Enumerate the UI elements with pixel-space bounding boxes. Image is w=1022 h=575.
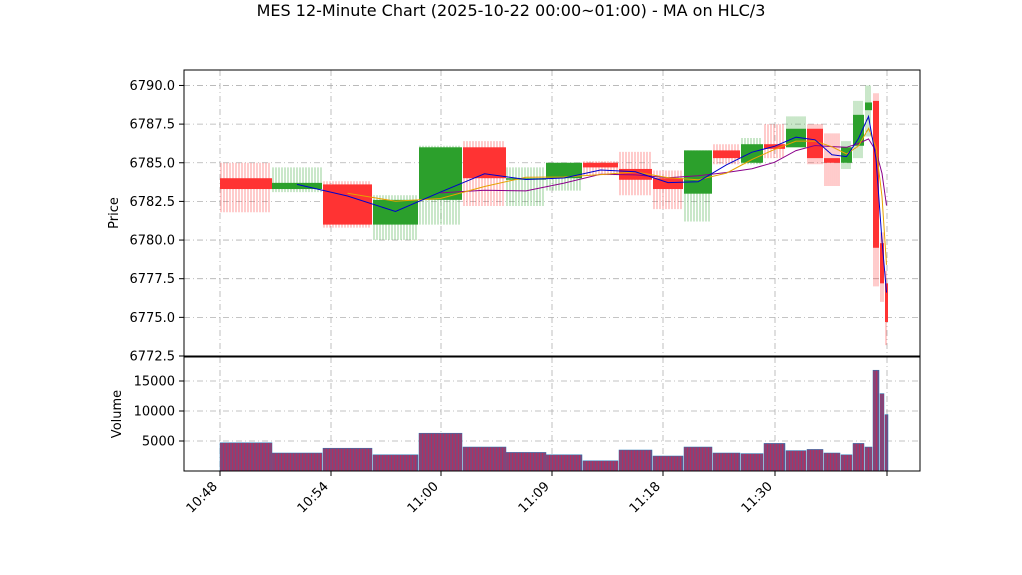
price-candles [220, 85, 888, 346]
price-y-axis-ticks: 6772.5 6775.0 6777.5 6780.0 6782.5 6785.0 6787… [130, 79, 184, 365]
candle-body-down [220, 178, 272, 190]
volume-bar [545, 454, 583, 472]
candle-body-down [824, 158, 840, 163]
volume-tick-label: 10000 [134, 405, 175, 420]
price-tick-label: 6787.5 [130, 118, 176, 133]
x-tick-label: 11:09 [516, 479, 553, 516]
x-tick-label: 11:30 [739, 479, 776, 516]
ma-mid-line [347, 127, 887, 265]
chart-title: MES 12-Minute Chart (2025-10-22 00:00~01… [257, 1, 766, 20]
candle-body-up [272, 182, 322, 190]
volume-bar [763, 443, 786, 472]
volume-axis-label: Volume [110, 390, 125, 438]
candle-body-up [546, 162, 582, 179]
candle-body-down [807, 128, 823, 159]
candle-body-down [885, 283, 888, 322]
candle-body-down [323, 184, 372, 225]
volume-panel: 5000 10000 15000 Volume [110, 356, 921, 472]
price-tick-label: 6780.0 [130, 234, 176, 249]
price-tick-label: 6790.0 [130, 79, 176, 94]
price-plot-frame [183, 69, 921, 357]
candle-body-up [741, 144, 763, 163]
volume-gridlines [184, 357, 920, 471]
candle-body-down [619, 168, 652, 180]
price-tick-label: 6777.5 [130, 272, 176, 287]
volume-tick-label: 15000 [134, 375, 175, 390]
candle-body-up [506, 178, 546, 180]
candle-body-up [841, 147, 852, 163]
moving-average-lines [296, 114, 887, 293]
volume-bar [418, 432, 463, 472]
price-axis-label: Price [107, 197, 122, 229]
volume-y-axis-ticks: 5000 10000 15000 [134, 375, 184, 450]
volume-bar [864, 446, 873, 472]
price-tick-label: 6782.5 [130, 195, 176, 210]
candle-body-up [684, 150, 712, 194]
volume-bar [271, 452, 323, 472]
candle-body-up [373, 199, 418, 225]
x-tick-label: 11:18 [627, 479, 664, 516]
x-axis-ticks: 10:48 10:54 11:00 11:09 11:18 11:30 [184, 471, 888, 516]
ma-slow-line [440, 138, 887, 206]
volume-bar [884, 414, 889, 472]
price-panel: 6772.5 6775.0 6777.5 6780.0 6782.5 6785.0 6787… [107, 69, 921, 365]
price-tick-label: 6785.0 [130, 156, 176, 171]
volume-tick-label: 5000 [142, 435, 175, 450]
volume-bars [219, 369, 889, 472]
candle-body-down [463, 147, 506, 179]
price-tick-label: 6775.0 [130, 311, 176, 326]
candle-body-down [880, 243, 884, 284]
candle-body-up [419, 147, 462, 200]
candle-body-down [713, 150, 740, 159]
candle-body-up [865, 102, 872, 111]
volume-bar [652, 455, 684, 472]
x-tick-label: 10:54 [295, 479, 332, 516]
candle-body-down [583, 162, 618, 168]
price-tick-label: 6772.5 [130, 350, 176, 365]
volume-bar [462, 446, 507, 472]
x-tick-label: 10:48 [184, 479, 221, 516]
candle-body-down [653, 178, 683, 190]
ma-fast-line [296, 114, 887, 293]
candle-body-up [853, 114, 864, 146]
x-tick-label: 11:00 [405, 479, 442, 516]
volume-bar [322, 447, 373, 472]
candle-body-down [873, 100, 879, 248]
price-gridlines [184, 70, 920, 357]
